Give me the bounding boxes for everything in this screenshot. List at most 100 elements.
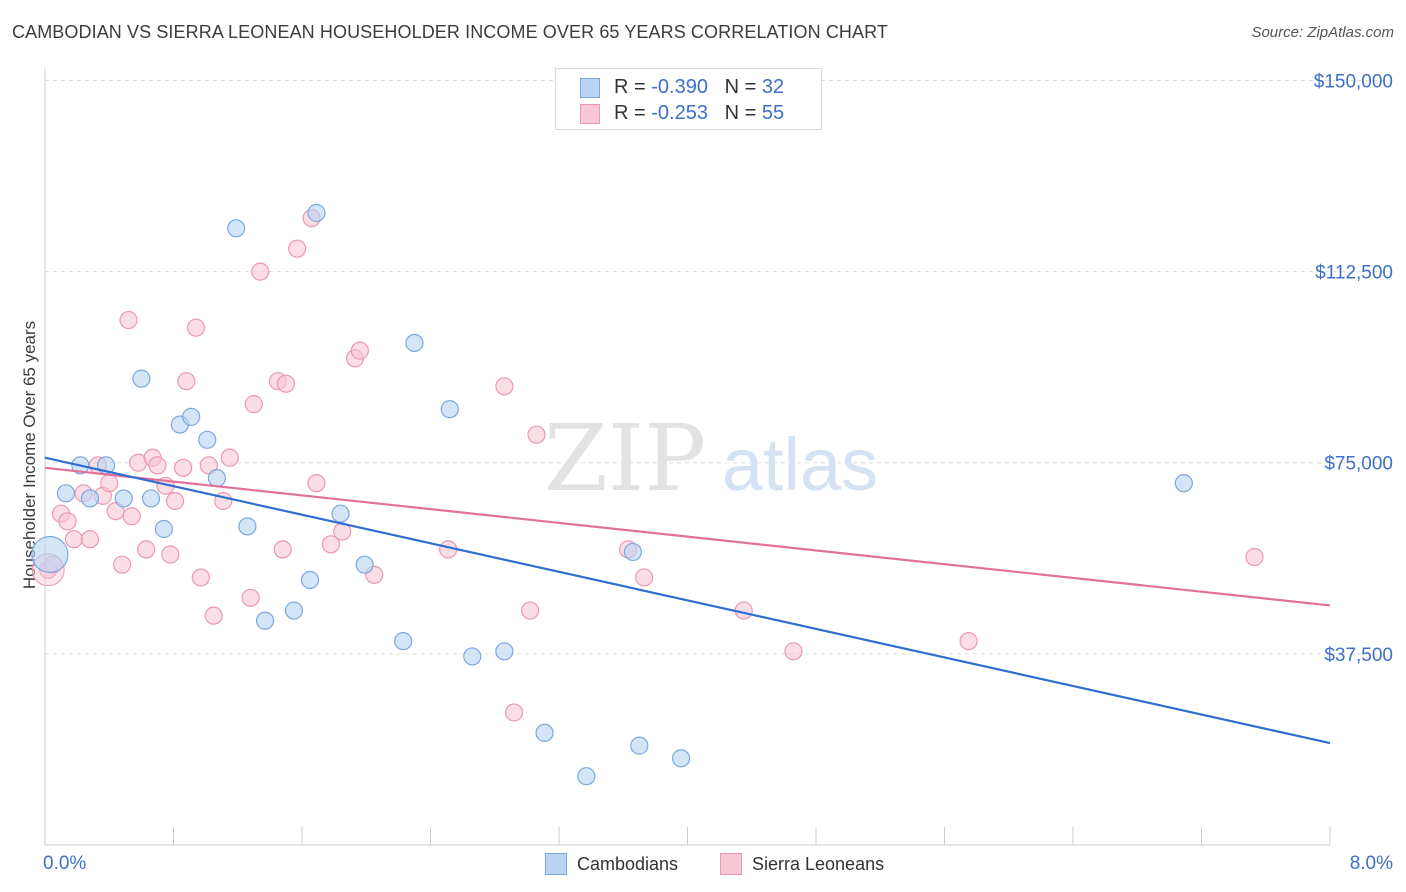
watermark-atlas: atlas [722, 423, 878, 506]
trend-line-cambodians [44, 456, 1331, 745]
y-tick-label: $112,500 [1315, 263, 1393, 284]
axes [44, 68, 1331, 846]
cambodian-point [56, 484, 75, 503]
sierra-leonean-point [321, 535, 341, 554]
series-legend: Cambodians Sierra Leoneans [0, 853, 1406, 877]
cambodian-point [630, 736, 649, 755]
sierra-leonean-point [100, 474, 119, 493]
legend-label-sierra-leoneans: Sierra Leoneans [752, 854, 885, 874]
sierra-leonean-point [520, 601, 540, 620]
sierra-leonean-point [186, 318, 206, 337]
y-tick-label: $75,000 [1324, 454, 1393, 475]
sierra-leonean-point [273, 540, 292, 559]
sierra-leonean-point [64, 530, 84, 549]
legend-swatch-cambodians [580, 78, 600, 98]
cambodian-point [31, 535, 69, 574]
cambodian-point [623, 542, 642, 562]
cambodian-point [1174, 474, 1193, 493]
cambodian-point [198, 430, 217, 449]
sierra-leonean-point [504, 703, 524, 722]
cambodian-point [671, 749, 691, 768]
sierra-leonean-point [122, 507, 141, 526]
sierra-leonean-point [204, 606, 223, 625]
cambodian-point [80, 489, 100, 508]
sierra-leonean-point [137, 540, 156, 559]
cambodian-point [355, 555, 374, 574]
source-label: Source: ZipAtlas.com [1251, 24, 1394, 41]
grid-lines [45, 79, 1390, 655]
sierra-leonean-point [244, 395, 263, 414]
r-value-sierra-leoneans: -0.253 [651, 102, 708, 124]
cambodian-point [255, 611, 275, 630]
sierra-leonean-point [959, 632, 978, 651]
sierra-leonean-point [220, 448, 239, 467]
correlation-legend: R = -0.390 N = 32 R = -0.253 N = 55 [555, 68, 822, 130]
cambodian-point [227, 219, 246, 238]
sierra-leonean-point [495, 377, 514, 396]
legend-text-sierra-leoneans: R = -0.253 N = 55 [614, 102, 784, 125]
r-label: R = [614, 102, 652, 124]
y-tick-label: $150,000 [1314, 71, 1393, 92]
sierra-leonean-point [148, 456, 167, 475]
sierra-leonean-point [251, 262, 270, 281]
cambodian-point [182, 407, 201, 426]
sierra-leonean-point [350, 341, 369, 360]
x-tick-label: 0.0% [43, 853, 86, 874]
sierra-leonean-point [161, 545, 180, 564]
trend-lines [44, 456, 1331, 745]
tick-labels: $37,500 $75,000 $112,500 $150,000 0.0% 8.0% [43, 71, 1393, 874]
sierra-leonean-point [58, 512, 77, 531]
cambodian-point [394, 632, 413, 651]
watermark: ZIP atlas [544, 405, 878, 512]
cambodian-point [331, 504, 350, 523]
legend-swatch-sierra-leoneans [720, 853, 742, 875]
n-label: N = [724, 102, 762, 124]
y-tick-label: $37,500 [1324, 645, 1393, 666]
cambodian-point [284, 601, 304, 620]
cambodian-point [154, 519, 173, 539]
x-tick-label: 8.0% [1350, 853, 1393, 874]
n-label: N = [724, 76, 762, 98]
sierra-leonean-point [288, 239, 307, 258]
sierra-leonean-point [1245, 547, 1264, 567]
cambodian-point [114, 489, 133, 508]
legend-text-cambodians: R = -0.390 N = 32 [614, 76, 784, 99]
cambodian-point [440, 400, 459, 419]
sierra-leonean-point [784, 642, 803, 661]
cambodian-point [577, 767, 596, 786]
sierra-leonean-point [635, 568, 654, 587]
sierra-leonean-point [307, 474, 326, 493]
cambodian-point [535, 723, 554, 742]
cambodian-point [463, 647, 482, 666]
cambodian-point [141, 489, 161, 508]
trend-line-sierra-leoneans [44, 466, 1331, 607]
legend-swatch-sierra-leoneans [580, 104, 600, 124]
sierra-leonean-point [191, 568, 210, 587]
cambodian-point [307, 203, 326, 223]
r-label: R = [614, 76, 652, 98]
r-value-cambodians: -0.390 [651, 76, 708, 98]
cambodian-point [495, 642, 514, 661]
cambodian-point [238, 517, 257, 536]
sierra-leonean-point [119, 310, 138, 330]
sierra-leonean-point [112, 555, 132, 574]
sierra-leonean-point [174, 458, 193, 477]
sierra-leonean-point [527, 425, 546, 444]
sierra-leonean-point [166, 491, 185, 511]
sierra-leonean-point [241, 588, 260, 607]
cambodian-point [300, 570, 320, 590]
watermark-zip: ZIP [544, 405, 706, 512]
cambodian-point [132, 369, 151, 388]
sierra-leonean-point [177, 372, 196, 391]
legend-swatch-cambodians [545, 853, 567, 875]
cambodian-point [405, 333, 424, 353]
chart-title: CAMBODIAN VS SIERRA LEONEAN HOUSEHOLDER … [12, 22, 888, 42]
n-value-cambodians: 32 [761, 76, 785, 98]
legend-label-cambodians: Cambodians [577, 854, 679, 874]
cambodian-point [207, 468, 226, 488]
n-value-sierra-leoneans: 55 [761, 102, 785, 124]
sierra-leonean-point [276, 374, 296, 393]
series-cambodians [31, 203, 1193, 786]
sierra-leonean-point [80, 530, 100, 549]
